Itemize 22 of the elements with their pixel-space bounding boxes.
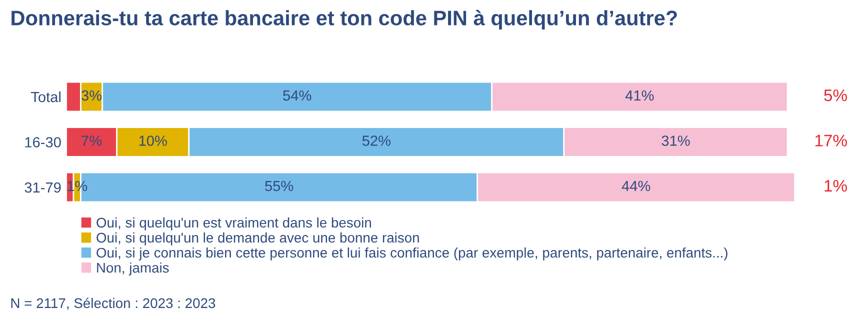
legend-label: Non, jamais <box>97 262 169 276</box>
data-label: 1% <box>68 180 88 192</box>
text: 1% <box>824 180 847 192</box>
data-label: 7% <box>82 136 102 146</box>
text: 5% <box>824 90 847 102</box>
data-label: 3% <box>82 90 102 101</box>
data-label: 44% <box>622 180 650 192</box>
data-label: 41% <box>625 90 654 101</box>
chart-title: Donnerais-tu ta carte bancaire et ton code PIN à quelqu’un d’autre? <box>12 10 677 30</box>
text: 17% <box>815 134 847 146</box>
data-label: 52% <box>362 136 391 146</box>
data-label: 55% <box>265 180 294 192</box>
y-tick-label: 31-79 <box>24 182 61 193</box>
data-label: 10% <box>139 136 167 146</box>
y-tick-label: Total <box>30 91 60 102</box>
y-tick-label: 16-30 <box>25 137 61 148</box>
legend-label: Oui, si je connais bien cette personne et lui fais confiance (par exemple, parents, partenaire, enfants...) <box>96 247 728 260</box>
text: N = 2117, Sélection : 2023 : 2023 <box>11 298 216 310</box>
legend-label: Oui, si quelqu'un le demande avec une bonne raison <box>96 232 419 246</box>
data-label: 31% <box>662 136 690 146</box>
data-label: 54% <box>283 90 312 101</box>
legend-label: Oui, si quelqu'un est vraiment dans le besoin <box>96 217 372 230</box>
